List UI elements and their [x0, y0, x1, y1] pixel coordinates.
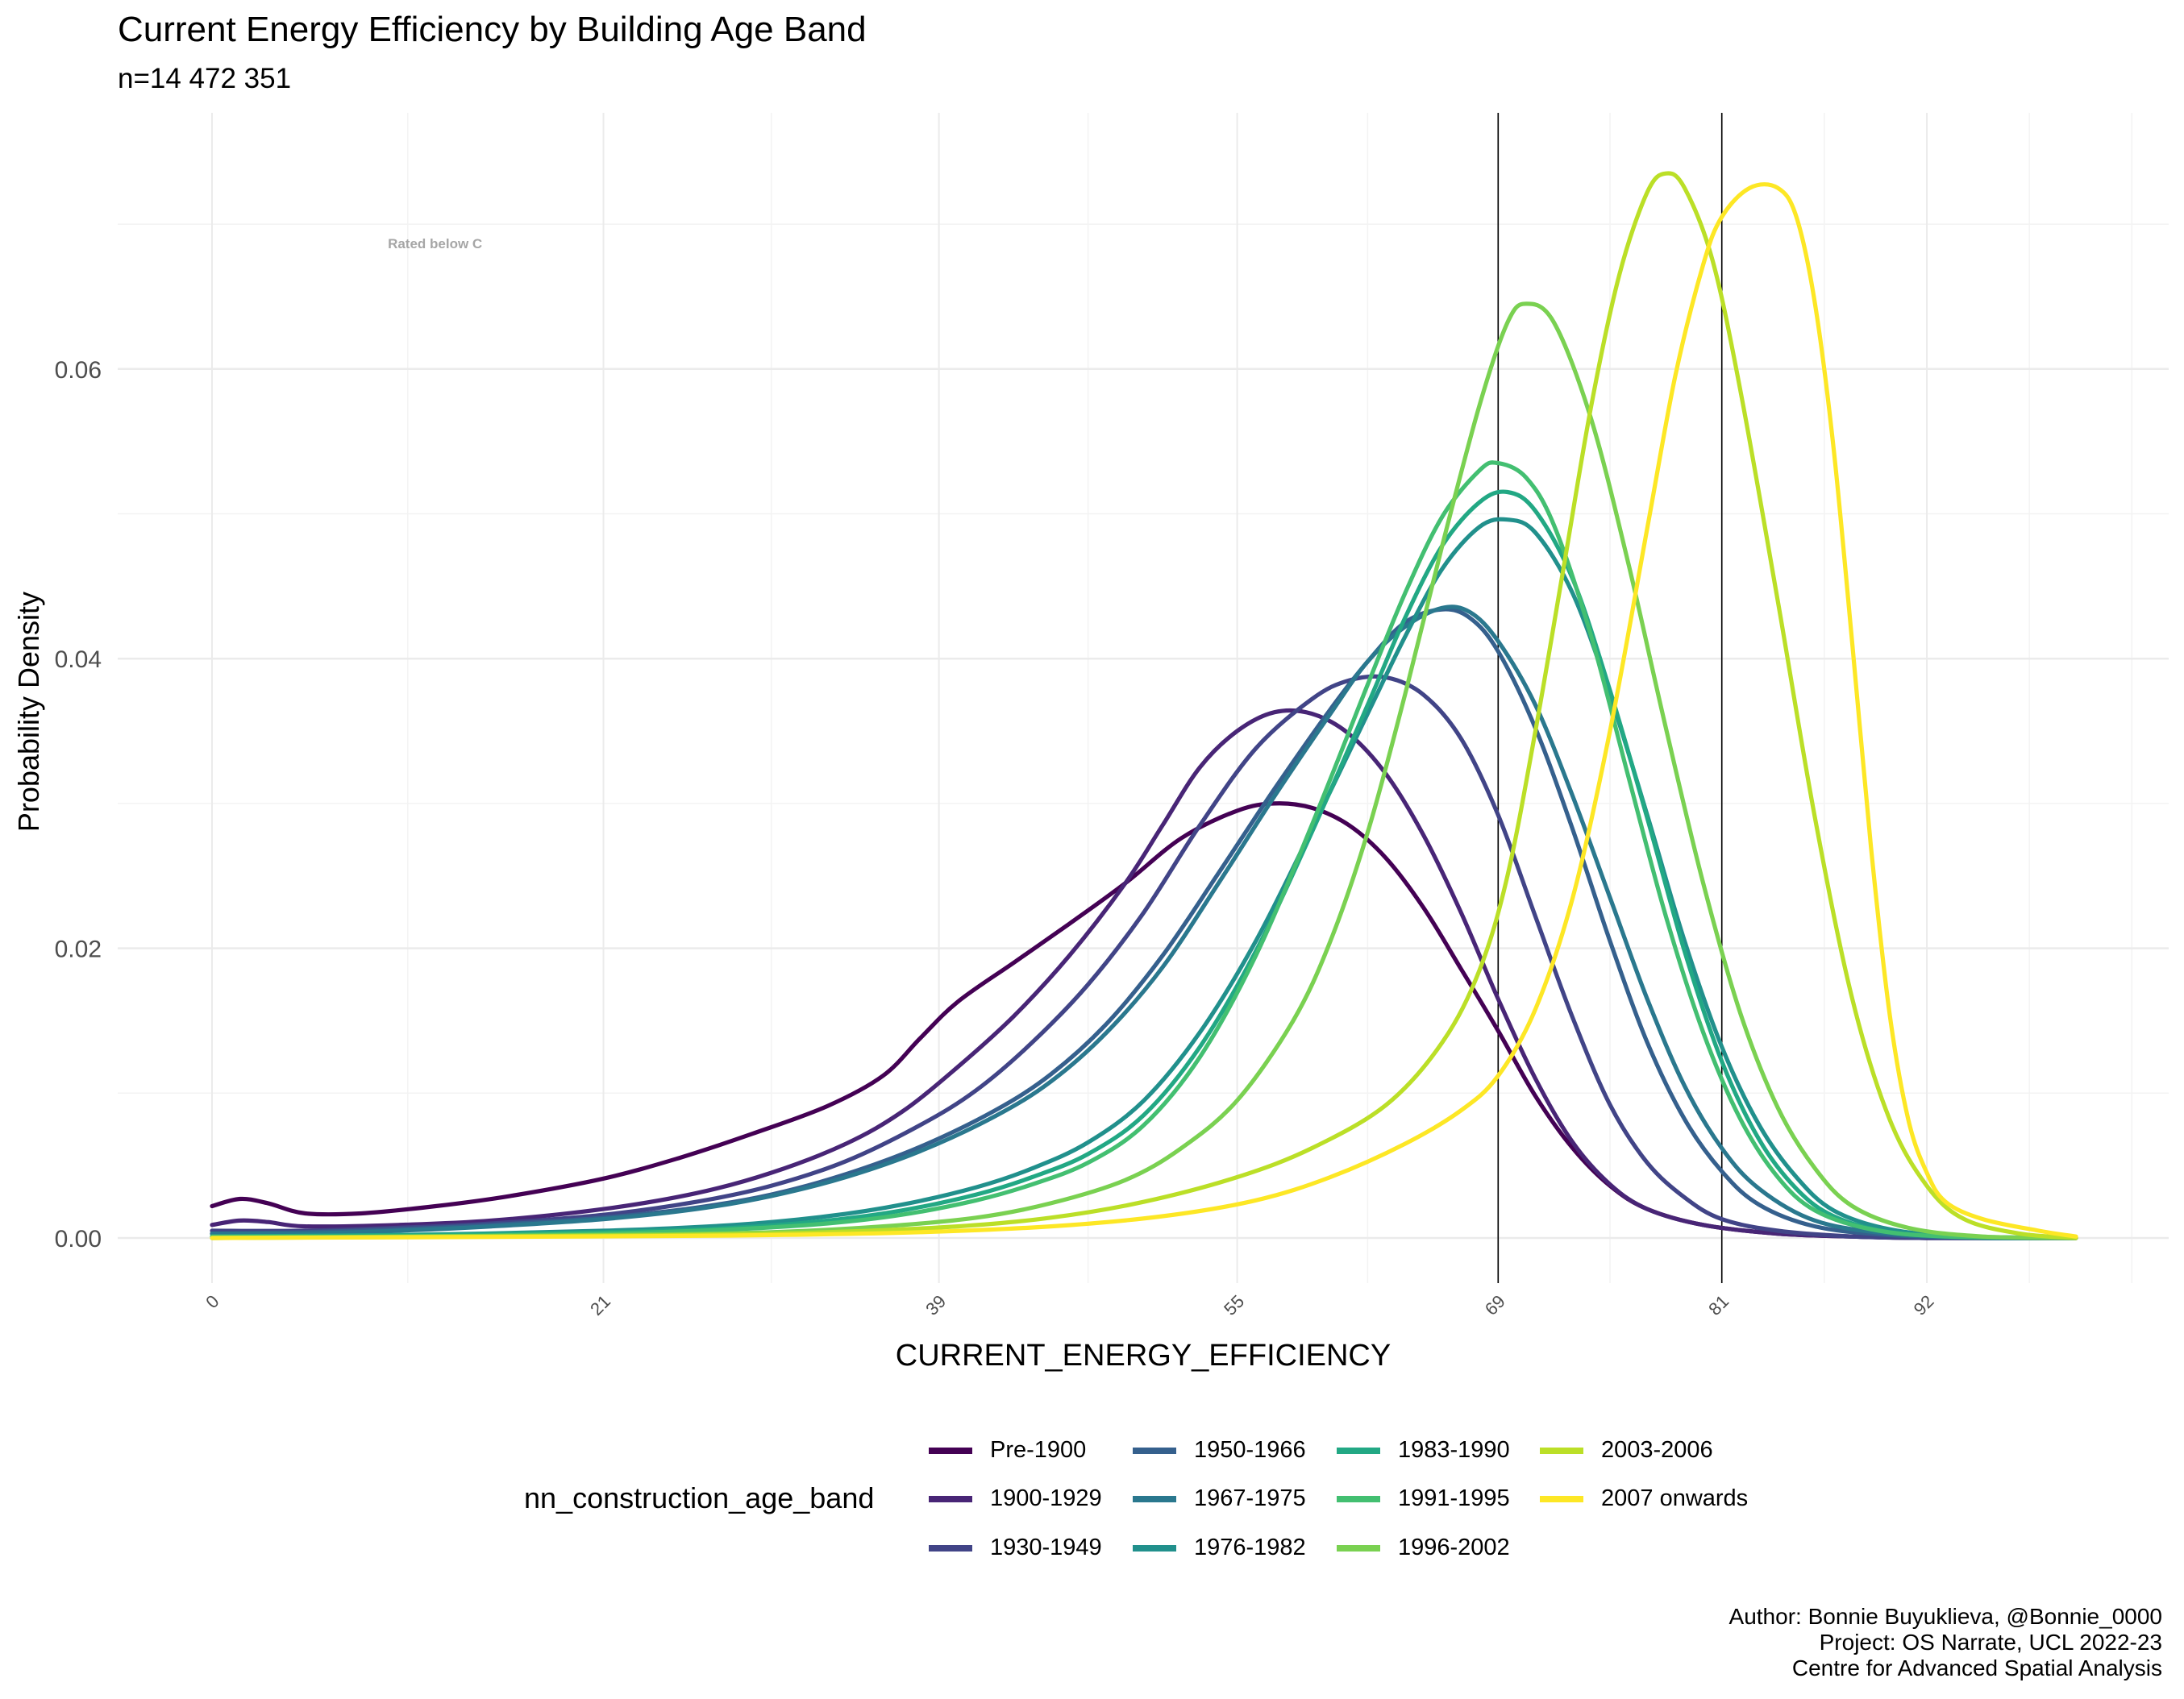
- legend-label: 1976-1982: [1194, 1535, 1306, 1560]
- legend-item: 1976-1982: [1133, 1535, 1306, 1561]
- legend-item: 1983-1990: [1337, 1437, 1510, 1464]
- annotation-rated-below-c: Rated below C: [388, 236, 482, 251]
- legend-label: 1950-1966: [1194, 1437, 1306, 1463]
- legend-label: Pre-1900: [990, 1437, 1087, 1463]
- x-tick-label: 69: [1481, 1291, 1509, 1319]
- x-axis-title: CURRENT_ENERGY_EFFICIENCY: [896, 1339, 1391, 1373]
- density-line-1991-1995: [210, 460, 2078, 1240]
- legend-key-swatch: [929, 1447, 972, 1454]
- chart-subtitle: n=14 472 351: [118, 63, 292, 94]
- minor-gridlines: [118, 113, 2169, 1283]
- y-tick-label: 0.02: [55, 937, 102, 963]
- legend-item: 1950-1966: [1133, 1437, 1306, 1464]
- legend-item: 2007 onwards: [1540, 1485, 1748, 1512]
- legend-label: 2003-2006: [1601, 1437, 1713, 1463]
- legend-label: 1930-1949: [990, 1535, 1102, 1560]
- legend-key-swatch: [1337, 1544, 1380, 1552]
- legend-label: 1996-2002: [1398, 1535, 1510, 1560]
- caption-author: Author: Bonnie Buyuklieva, @Bonnie_0000: [1728, 1604, 2162, 1629]
- caption: Author: Bonnie Buyuklieva, @Bonnie_0000 …: [1729, 1604, 2162, 1681]
- legend-key-swatch: [929, 1495, 972, 1502]
- density-line-1900-1929: [210, 708, 2078, 1240]
- caption-institution: Centre for Advanced Spatial Analysis: [1791, 1655, 2162, 1680]
- x-axis-tick-labels: 0 21 39 55 69 81 92: [202, 1291, 1937, 1319]
- density-chart: 0.00 0.02 0.04 0.06 0 21 39 55 69 81 92 Rated bel…: [12, 113, 2169, 1373]
- density-line-1930-1949: [210, 674, 2078, 1240]
- legend-item: 1900-1929: [929, 1485, 1102, 1512]
- legend-label: 1900-1929: [990, 1485, 1102, 1511]
- legend-key-swatch: [1540, 1495, 1583, 1502]
- legend-key-swatch: [929, 1544, 972, 1552]
- legend-label: 2007 onwards: [1601, 1485, 1749, 1511]
- caption-project: Project: OS Narrate, UCL 2022-23: [1819, 1630, 2162, 1655]
- legend-label: 1967-1975: [1194, 1485, 1306, 1511]
- legend-item: Pre-1900: [929, 1437, 1086, 1464]
- legend-label: 1991-1995: [1398, 1485, 1510, 1511]
- density-line-1983-1990: [210, 489, 2078, 1240]
- x-tick-label: 55: [1220, 1291, 1248, 1319]
- legend-key-swatch: [1337, 1447, 1380, 1454]
- major-gridlines: [118, 113, 2169, 1283]
- legend-key-swatch: [1337, 1495, 1380, 1502]
- density-line-1976-1982: [210, 517, 2078, 1240]
- density-line-2007-onwards: [210, 182, 2078, 1240]
- legend-item: 1996-2002: [1337, 1535, 1510, 1561]
- y-axis-title: Probability Density: [12, 592, 45, 832]
- legend-title: nn_construction_age_band: [524, 1481, 875, 1514]
- legend-key-swatch: [1540, 1447, 1583, 1454]
- y-axis-tick-labels: 0.00 0.02 0.04 0.06: [55, 357, 102, 1252]
- legend-key-swatch: [1133, 1447, 1176, 1454]
- y-tick-label: 0.06: [55, 357, 102, 384]
- legend-item: 1930-1949: [929, 1535, 1102, 1561]
- density-series: [210, 171, 2078, 1240]
- x-tick-label: 81: [1704, 1291, 1733, 1319]
- legend-key-swatch: [1133, 1544, 1176, 1552]
- legend-item: 2003-2006: [1540, 1437, 1713, 1464]
- legend-key-swatch: [1133, 1495, 1176, 1502]
- legend-item: 1967-1975: [1133, 1485, 1306, 1512]
- y-tick-label: 0.00: [55, 1226, 102, 1252]
- legend-item: 1991-1995: [1337, 1485, 1510, 1512]
- x-tick-label: 39: [921, 1291, 950, 1319]
- legend-label: 1983-1990: [1398, 1437, 1510, 1463]
- chart-title: Current Energy Efficiency by Building Ag…: [118, 10, 867, 49]
- density-line-2003-2006: [210, 171, 2078, 1240]
- density-line-1967-1975: [210, 604, 2078, 1240]
- x-tick-label: 0: [202, 1291, 223, 1312]
- y-tick-label: 0.04: [55, 646, 102, 673]
- density-line-1996-2002: [210, 301, 2078, 1240]
- x-tick-label: 21: [586, 1291, 614, 1319]
- x-tick-label: 92: [1910, 1291, 1938, 1319]
